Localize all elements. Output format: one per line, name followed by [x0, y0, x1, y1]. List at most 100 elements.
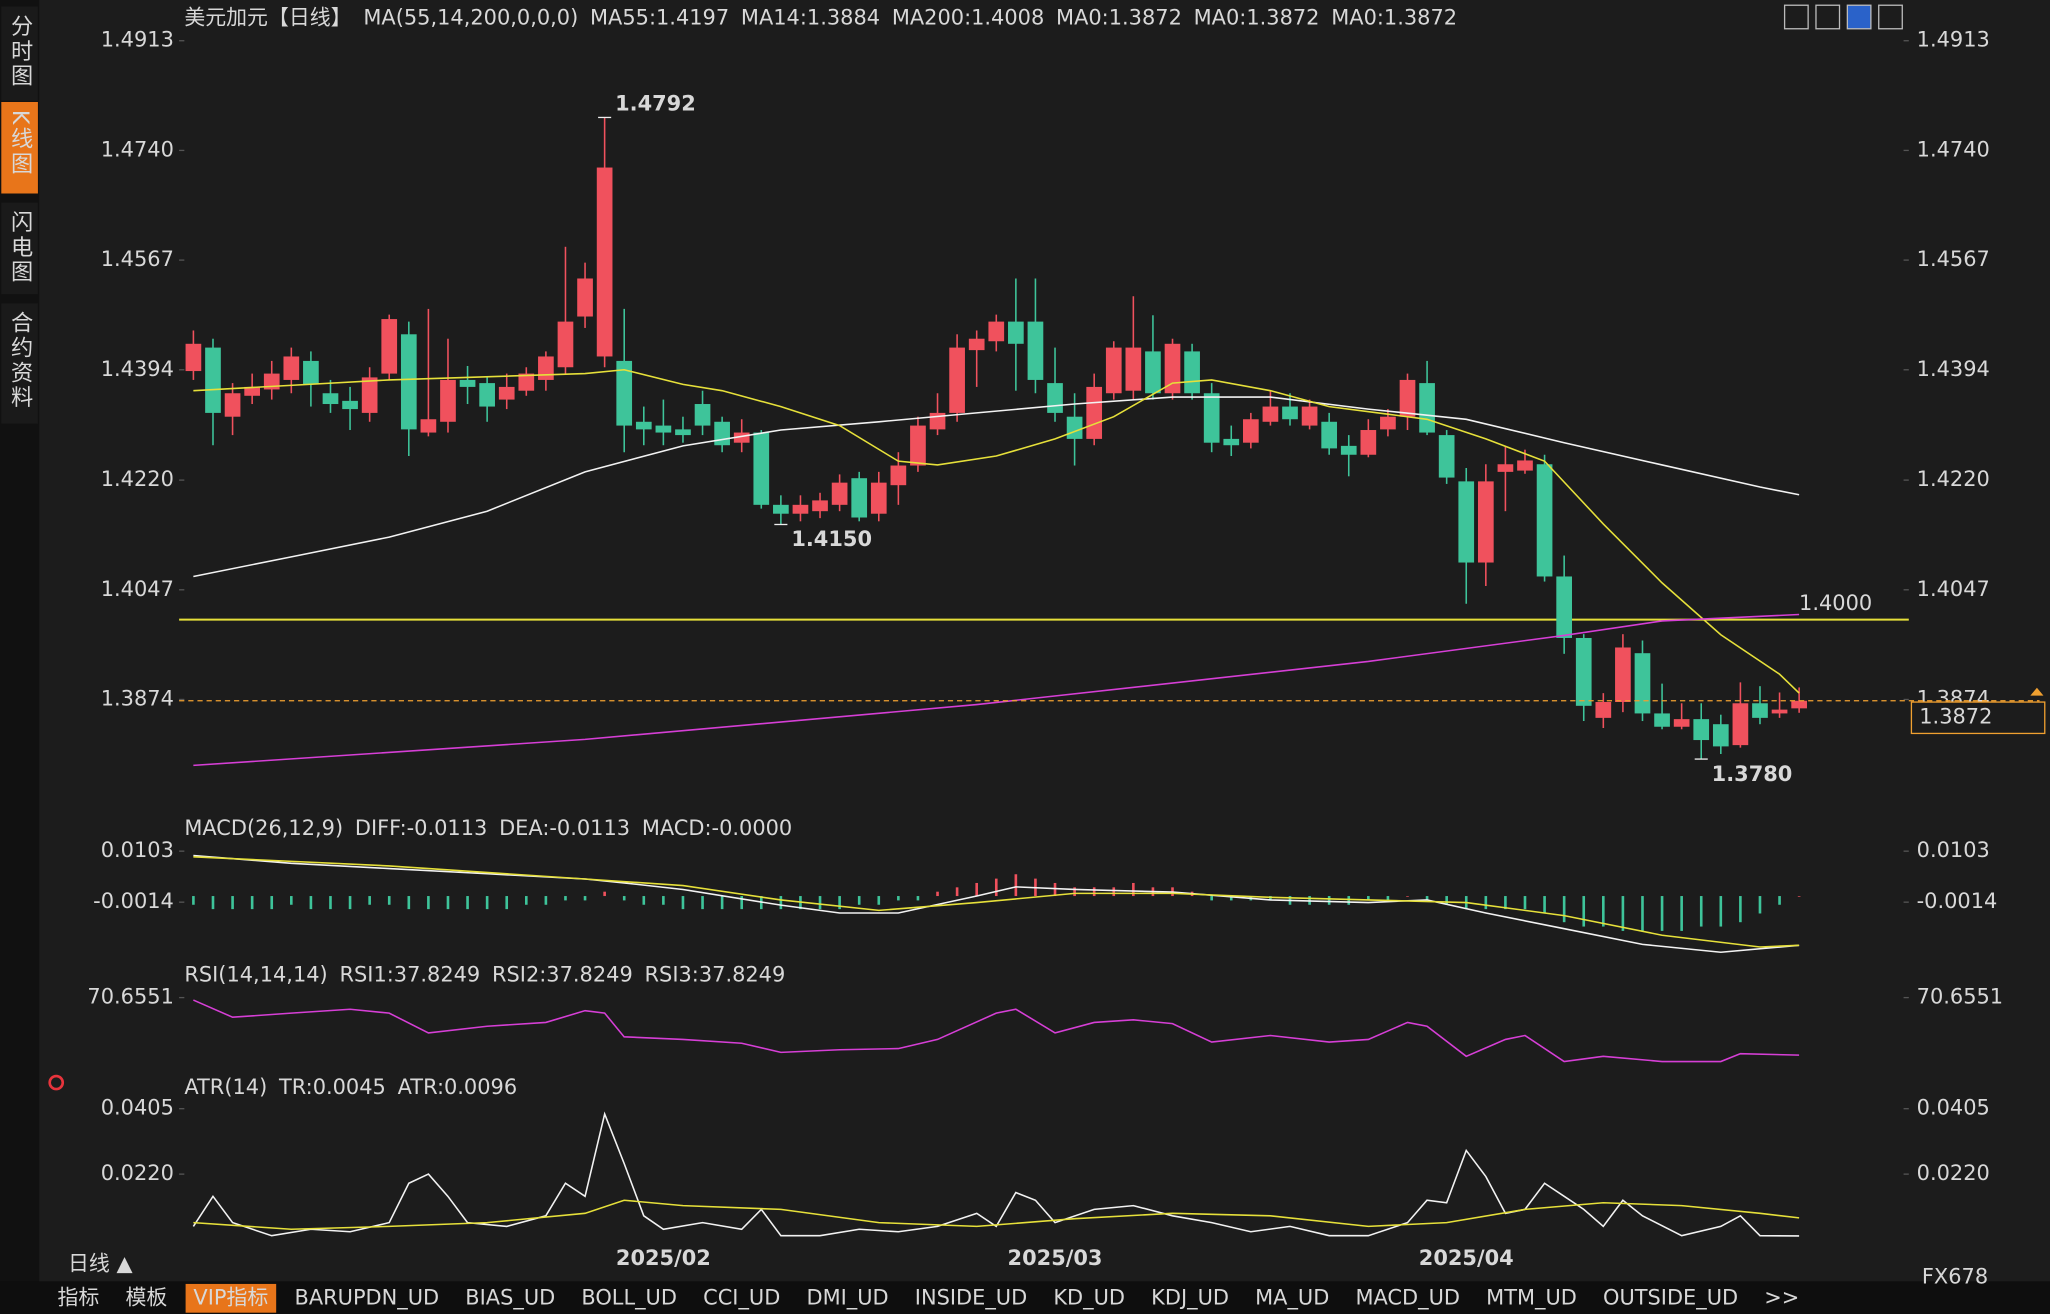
tab[interactable]: [49, 1283, 108, 1313]
tab[interactable]: [573, 1283, 685, 1313]
candle-body: [1693, 719, 1710, 741]
macd-bar: [1680, 896, 1683, 931]
candle-body: [792, 504, 809, 514]
candle-body: [949, 347, 965, 413]
tab[interactable]: [286, 1283, 447, 1313]
y-tick-label: 0.0103: [1917, 838, 1990, 862]
y-tick-label: 1.4220: [1917, 467, 1990, 491]
sidebar-tab[interactable]: [1, 101, 38, 194]
tab-label[interactable]: VIP指标: [193, 1285, 268, 1309]
candle-body: [812, 500, 828, 512]
candle-body: [244, 386, 260, 396]
candle-body: [303, 360, 319, 385]
period-label[interactable]: 日线 ▲: [68, 1251, 133, 1275]
legend-text: MA(55,14,200,0,0,0): [363, 5, 578, 29]
candle-body: [968, 338, 985, 351]
icon[interactable]: [1878, 4, 1903, 30]
macd-bar: [1347, 896, 1351, 905]
candle-body: [577, 278, 593, 317]
sidebar-tab-label[interactable]: 合约资料: [7, 311, 33, 411]
macd-bar: [701, 896, 704, 910]
tab-label[interactable]: BOLL_UD: [581, 1285, 677, 1309]
tab[interactable]: [1595, 1283, 1746, 1313]
candle-body: [1380, 416, 1396, 430]
tab[interactable]: [798, 1283, 897, 1313]
macd-bar: [250, 896, 254, 910]
candle-body: [1575, 637, 1592, 706]
sidebar-tab-label[interactable]: 分时图: [7, 14, 33, 89]
icon[interactable]: [1846, 4, 1872, 30]
tab-label[interactable]: BARUPDN_UD: [294, 1285, 439, 1309]
tab[interactable]: [185, 1283, 277, 1313]
candle-body: [1360, 430, 1377, 455]
tab-label[interactable]: 模板: [125, 1285, 167, 1309]
sidebar-tab[interactable]: [1, 202, 38, 295]
tab[interactable]: [1247, 1283, 1338, 1313]
tab-label[interactable]: INSIDE_UD: [915, 1285, 1027, 1309]
legend-text: MA0:1.3872: [1056, 5, 1182, 29]
tab[interactable]: [1143, 1283, 1237, 1313]
legend-text: RSI(14,14,14): [184, 962, 327, 986]
candle-body: [498, 386, 515, 400]
tab[interactable]: [117, 1283, 176, 1313]
tab[interactable]: [1045, 1283, 1133, 1313]
indicator-line: [193, 999, 1800, 1063]
candle-body: [361, 377, 378, 413]
sidebar-tab-label[interactable]: K线图: [7, 110, 33, 177]
x-tick-label: 2025/03: [1008, 1246, 1103, 1270]
candle-body: [1771, 709, 1788, 714]
tab-label[interactable]: DMI_UD: [806, 1285, 888, 1309]
tab-label[interactable]: KDJ_UD: [1151, 1285, 1229, 1309]
candle-body: [1458, 481, 1475, 563]
candle-body: [1086, 386, 1103, 439]
tab-label[interactable]: >>: [1764, 1285, 1799, 1309]
candle-body: [440, 379, 456, 422]
tab[interactable]: [1347, 1283, 1468, 1313]
candle-body: [1615, 647, 1631, 703]
indicator-icon[interactable]: [48, 1074, 65, 1091]
tab-label[interactable]: MACD_UD: [1355, 1285, 1460, 1309]
tab[interactable]: [695, 1283, 789, 1313]
tab[interactable]: [1478, 1283, 1585, 1313]
macd-bar: [662, 896, 665, 905]
candle-body: [322, 393, 339, 405]
tab[interactable]: [1756, 1283, 1808, 1313]
y-tick-label: 1.4913: [1917, 28, 1990, 52]
macd-bar: [975, 882, 979, 897]
candle-body: [400, 334, 417, 430]
macd-bar: [1445, 896, 1448, 905]
sidebar-tab-label[interactable]: 闪电图: [7, 210, 33, 285]
candle-body: [773, 504, 789, 514]
tab-label[interactable]: KD_UD: [1053, 1285, 1125, 1309]
legend-text: RSI3:37.8249: [645, 962, 786, 986]
tab-label[interactable]: OUTSIDE_UD: [1603, 1285, 1738, 1309]
tab-label[interactable]: BIAS_UD: [465, 1285, 555, 1309]
candle-body: [988, 321, 1005, 342]
tab[interactable]: [906, 1283, 1036, 1313]
tab-label[interactable]: MTM_UD: [1486, 1285, 1577, 1309]
legend-text: MA0:1.3872: [1194, 5, 1320, 29]
candle-body: [185, 343, 202, 372]
macd-bar: [1073, 887, 1076, 897]
tab[interactable]: [457, 1283, 564, 1313]
tab-label[interactable]: MA_UD: [1255, 1285, 1329, 1309]
candle-body: [538, 356, 554, 380]
candle-body: [616, 360, 633, 426]
macd-bar: [916, 896, 920, 901]
candle-body: [1536, 464, 1553, 577]
sidebar-tab[interactable]: [1, 303, 38, 424]
candle-body: [851, 478, 868, 518]
icon[interactable]: [1815, 4, 1841, 30]
icon[interactable]: [1783, 4, 1809, 30]
tab-label[interactable]: 指标: [58, 1285, 100, 1309]
legend-text: MA0:1.3872: [1331, 5, 1457, 29]
tab-label[interactable]: CCI_UD: [703, 1285, 780, 1309]
macd-bar: [231, 896, 234, 910]
price-caret: [2030, 687, 2044, 696]
candle-body: [1282, 406, 1298, 420]
candle-body: [1047, 383, 1063, 413]
candle-body: [694, 404, 711, 426]
candle-body: [714, 421, 730, 446]
toolbar-icons[interactable]: [1783, 4, 1903, 30]
sidebar-tab[interactable]: [1, 6, 38, 101]
